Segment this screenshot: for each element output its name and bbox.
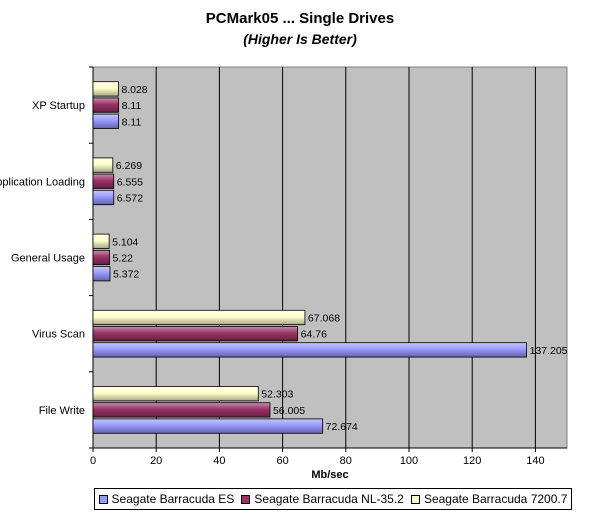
data-label: 6.555 xyxy=(117,176,143,188)
legend-item-series-2: Seagate Barracuda NL-35.2 xyxy=(241,492,404,506)
x-tick-label: 40 xyxy=(213,455,225,467)
data-label: 6.572 xyxy=(117,193,143,205)
bar xyxy=(92,97,120,113)
x-tick-label: 120 xyxy=(463,455,481,467)
data-label: 8.11 xyxy=(122,100,142,112)
x-tick-label: 80 xyxy=(340,455,352,467)
x-tick-label: 100 xyxy=(400,455,418,467)
chart-subtitle: (Higher Is Better) xyxy=(243,31,357,47)
bar xyxy=(92,342,527,358)
x-tick-label: 20 xyxy=(150,455,162,467)
bar xyxy=(92,249,110,266)
legend-label-series-3: Seagate Barracuda 7200.7 xyxy=(423,492,568,506)
plot-area xyxy=(92,66,568,449)
category-label: Virus Scan xyxy=(32,329,85,341)
legend-label-series-1: Seagate Barracuda ES xyxy=(111,492,235,506)
data-label: 5.104 xyxy=(112,236,138,248)
bar xyxy=(92,309,306,326)
category-label: General Usage xyxy=(11,253,85,265)
chart-title: PCMark05 ... Single Drives xyxy=(205,10,395,27)
bar xyxy=(92,326,299,342)
legend-swatch-series-2 xyxy=(241,494,251,504)
bar xyxy=(92,189,115,206)
category-label: XP Startup xyxy=(32,100,85,112)
data-label: 64.76 xyxy=(301,329,327,341)
legend-item-series-3: Seagate Barracuda 7200.7 xyxy=(410,492,568,506)
bar xyxy=(92,173,115,189)
category-label: File Write xyxy=(39,405,85,417)
x-axis-title: Mb/sec xyxy=(311,469,348,481)
data-label: 6.269 xyxy=(116,160,142,172)
category-label: Application Loading xyxy=(0,176,85,188)
bar xyxy=(92,418,324,434)
data-label: 52.303 xyxy=(261,389,293,401)
legend-swatch-series-3 xyxy=(410,494,420,504)
bar xyxy=(92,113,120,129)
data-label: 72.674 xyxy=(326,421,358,433)
x-tick-label: 140 xyxy=(526,455,544,467)
legend-swatch-series-1 xyxy=(98,494,108,504)
data-label: 5.372 xyxy=(113,269,139,281)
data-label: 5.22 xyxy=(112,253,133,265)
x-tick-label: 60 xyxy=(276,455,288,467)
bar xyxy=(92,157,114,173)
legend-label-series-2: Seagate Barracuda NL-35.2 xyxy=(254,492,404,506)
data-label: 56.005 xyxy=(273,405,305,417)
data-label: 67.068 xyxy=(308,313,340,325)
data-label: 8.11 xyxy=(122,116,142,128)
legend-item-series-1: Seagate Barracuda ES xyxy=(98,492,235,506)
bar xyxy=(92,266,111,282)
bar xyxy=(92,386,259,402)
data-label: 137.205 xyxy=(530,345,568,357)
x-tick-label: 0 xyxy=(90,455,96,467)
bar xyxy=(92,233,110,249)
chart-legend: Seagate Barracuda ES Seagate Barracuda N… xyxy=(94,488,572,510)
bar xyxy=(92,402,271,418)
bar xyxy=(92,81,119,97)
data-label: 8.028 xyxy=(121,84,147,96)
